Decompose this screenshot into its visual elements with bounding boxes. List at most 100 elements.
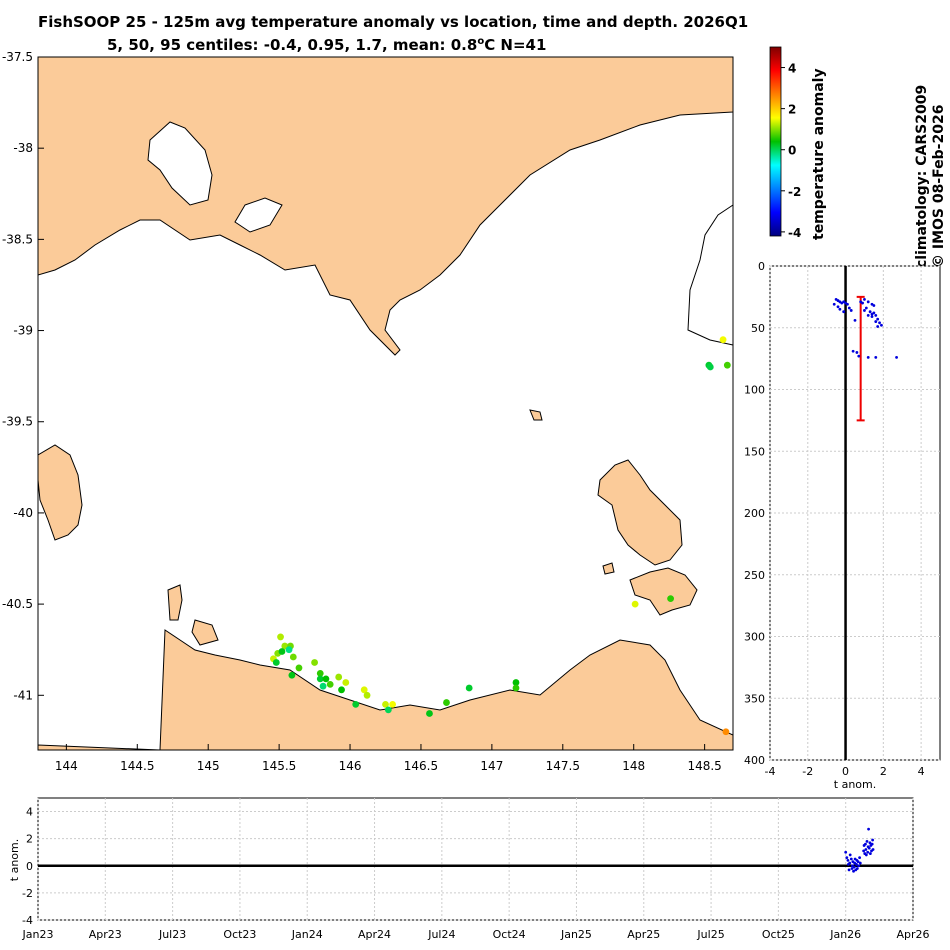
depth-point [876,317,880,321]
map-xtick-label: 148.5 [687,759,721,773]
time-xtick-label: Jan26 [829,928,861,941]
depth-ytick-label: 300 [744,631,765,644]
depth-point [863,297,866,301]
time-xtick-label: Jan23 [22,928,54,941]
map-point [384,706,392,714]
map-point [272,659,280,666]
map-point [512,684,520,692]
map-point [722,728,730,736]
map-point [719,336,727,344]
map-point [443,699,450,706]
credit-climatology: climatology: CARS2009 [914,85,930,268]
credit-copyright: © IMOS 08-Feb-2026 [931,105,947,268]
time-point [852,869,855,873]
depth-point [842,310,846,314]
depth-axes: -4 -2 0 2 4 0 50 100 150 200 250 300 350 400 [744,260,925,778]
time-point [858,861,862,865]
time-point [848,861,852,865]
depth-point [874,314,878,317]
depth-point [868,310,872,314]
land-tasmania [38,629,733,750]
depth-point [866,314,870,317]
map-point [382,701,389,708]
map-point [363,691,371,699]
depth-xtick-label: -4 [765,765,776,778]
depth-profile-panel: -4 -2 0 2 4 0 50 100 150 200 250 300 350 400 t anom. [744,260,941,791]
depth-point [876,325,880,328]
map-point [295,664,303,672]
land-victoria [38,57,733,356]
map-xtick-label: 146 [339,759,362,773]
water-port-phillip [147,121,213,206]
land-flinders-island [597,459,683,566]
colorbar-tick-label: 0 [788,144,796,158]
time-point [844,850,848,854]
depth-point [861,301,864,305]
time-point [850,867,854,870]
time-point [855,867,859,870]
time-point [864,853,868,857]
map-xtick-label: 144 [55,759,78,773]
depth-xtick-label: -2 [802,765,813,778]
time-ytick-label: 0 [26,860,33,873]
depth-point [895,355,898,359]
time-point [864,848,868,851]
map-ytick-label: -40 [13,506,33,520]
time-point [856,860,860,864]
land-robbins-island [191,619,219,646]
time-series-panel: Jan23 Apr23 Jul23 Oct23 Jan24 Apr24 Jul24 Oct24… [8,797,930,941]
time-xtick-label: Jan24 [291,928,323,941]
depth-ytick-label: 350 [744,692,765,705]
depth-point [878,321,881,325]
map-point [326,680,334,688]
depth-point [864,306,868,310]
time-point [849,857,853,861]
map-point [289,653,297,661]
time-point [868,852,872,855]
time-ylabel: t anom. [8,839,21,881]
depth-ytick-label: 100 [744,384,765,397]
time-point [862,849,866,853]
land-cape-barren-island [629,567,698,616]
map-point [338,686,345,694]
depth-point [838,307,842,311]
depth-point [863,309,866,312]
depth-point [851,349,855,353]
time-point [864,842,867,846]
depth-point [846,302,849,306]
time-ytick-label: 4 [26,806,33,819]
time-point [867,846,871,850]
land-small-island [602,562,615,575]
time-point [865,839,869,843]
depth-data [832,266,898,760]
map-ytick-label: -39.5 [2,415,33,429]
map-ytick-label: -37.5 [2,50,33,64]
map-ytick-label: -40.5 [2,597,33,611]
map-point [322,675,330,683]
time-point [855,863,858,866]
time-point [871,848,875,851]
map-point [426,710,433,717]
depth-point [853,318,857,322]
land-masses [38,57,733,750]
time-xtick-label: Apr24 [358,928,391,941]
map-y-axis: -37.5 -38 -38.5 -39 -39.5 -40 -40.5 -41 [2,50,44,702]
land-king-island [38,444,83,541]
colorbar-tick-label: -4 [788,226,801,240]
map-xtick-label: 145.5 [262,759,296,773]
time-xtick-label: Oct23 [223,928,256,941]
time-xtick-label: Jan25 [560,928,592,941]
map-point [285,646,293,654]
land-hunter-island [167,584,183,621]
depth-ytick-label: 400 [744,754,765,767]
time-xtick-label: Jul23 [158,928,186,941]
time-series-frame [37,797,914,921]
map-point [311,659,318,666]
depth-grid [769,265,940,761]
chart-subtitle: 5, 50, 95 centiles: -0.4, 0.95, 1.7, mea… [107,36,547,54]
depth-xlabel: t anom. [834,778,876,791]
map-xtick-label: 145 [197,759,220,773]
colorbar-tick-label: -2 [788,185,801,199]
depth-xtick-label: 4 [918,765,925,778]
time-point [870,842,874,846]
